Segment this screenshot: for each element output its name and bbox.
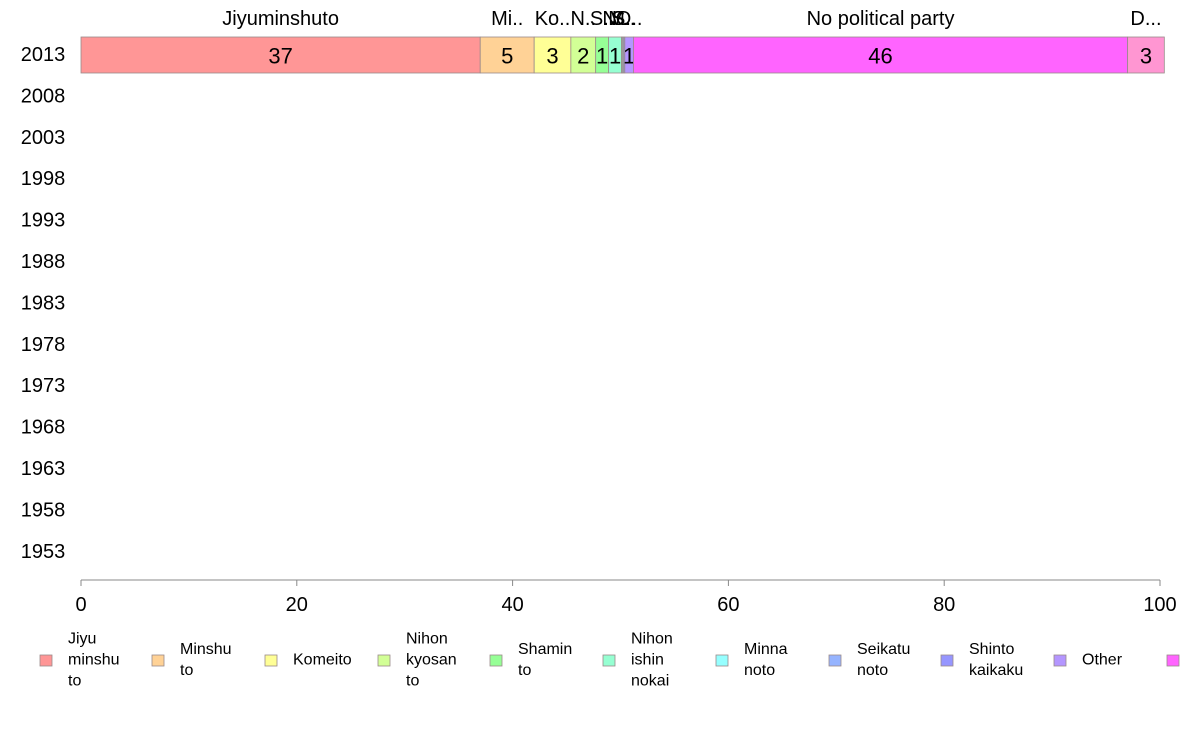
legend-label-3-0: Nihon xyxy=(406,631,448,648)
segment-name-label-0: Jiyuminshuto xyxy=(222,8,339,30)
legend-label-1-1: to xyxy=(180,662,193,679)
category-label-2003: 2003 xyxy=(21,127,66,149)
legend-swatch-1 xyxy=(151,654,165,667)
data-label-2013-1: 5 xyxy=(501,44,513,69)
legend-label-3-2: to xyxy=(406,673,419,690)
legend-label-2-0: Komeito xyxy=(293,652,352,669)
segment-name-label-3: N.. xyxy=(570,8,596,30)
bar-segment-2013-10 xyxy=(633,36,1129,74)
legend-label-6-1: noto xyxy=(744,662,775,679)
category-label-1998: 1998 xyxy=(21,168,66,190)
legend-swatch-5 xyxy=(602,654,616,667)
legend-swatch-9 xyxy=(1053,654,1067,667)
category-label-1983: 1983 xyxy=(21,292,66,314)
category-label-1958: 1958 xyxy=(21,499,66,521)
legend-label-7-1: noto xyxy=(857,662,888,679)
legend-label-4-0: Shamin xyxy=(518,641,572,658)
legend-label-0-1: minshu xyxy=(68,652,120,669)
bar-segment-2013-11 xyxy=(1127,36,1165,74)
legend-label-1-0: Minshu xyxy=(180,641,232,658)
segment-name-label-9: O.. xyxy=(616,8,643,30)
data-label-2013-4: 1 xyxy=(596,44,608,69)
category-label-1978: 1978 xyxy=(21,334,66,356)
legend-label-6-0: Minna xyxy=(744,641,788,658)
data-label-2013-11: 3 xyxy=(1140,44,1152,69)
segment-name-label-5: N.. xyxy=(602,8,628,30)
x-tick-label-40: 40 xyxy=(501,594,523,616)
data-label-2013-0: 37 xyxy=(268,44,292,69)
x-tick-label-60: 60 xyxy=(717,594,739,616)
legend-label-4-1: to xyxy=(518,662,531,679)
data-label-2013-3: 2 xyxy=(577,44,589,69)
category-label-1988: 1988 xyxy=(21,251,66,273)
segment-name-label-7: S.. xyxy=(611,8,635,30)
category-label-1973: 1973 xyxy=(21,375,66,397)
x-tick-label-0: 0 xyxy=(75,594,86,616)
x-tick-label-20: 20 xyxy=(286,594,308,616)
legend-label-7-0: Seikatu xyxy=(857,641,910,658)
segment-name-label-1: Mi.. xyxy=(491,8,523,30)
x-tick-label-100: 100 xyxy=(1143,594,1176,616)
category-label-2008: 2008 xyxy=(21,85,66,107)
legend-label-9-0: Other xyxy=(1082,652,1123,669)
legend-swatch-6 xyxy=(715,654,729,667)
legend-label-0-2: to xyxy=(68,673,81,690)
segment-name-label-10: No political party xyxy=(807,8,955,30)
data-label-2013-2: 3 xyxy=(546,44,558,69)
data-label-2013-9: 1 xyxy=(623,44,635,69)
legend-swatch-2 xyxy=(264,654,278,667)
data-label-2013-5: 1 xyxy=(609,44,621,69)
legend-label-8-0: Shinto xyxy=(969,641,1014,658)
category-label-1953: 1953 xyxy=(21,541,66,563)
legend-label-5-1: ishin xyxy=(631,652,664,669)
category-label-1968: 1968 xyxy=(21,417,66,439)
category-label-1993: 1993 xyxy=(21,210,66,232)
category-label-1963: 1963 xyxy=(21,458,66,480)
category-label-2013: 2013 xyxy=(21,44,66,66)
segment-name-label-4: S.. xyxy=(590,8,614,30)
legend-label-0-0: Jiyu xyxy=(68,631,96,648)
bar-segment-2013-1 xyxy=(479,36,535,74)
segment-name-label-11: D... xyxy=(1130,8,1161,30)
legend-label-8-1: kaikaku xyxy=(969,662,1023,679)
bar-segment-2013-2 xyxy=(533,36,572,74)
legend-swatch-10 xyxy=(1166,654,1180,667)
segment-name-label-2: Ko.. xyxy=(535,8,571,30)
legend-swatch-0 xyxy=(39,654,53,667)
legend-label-5-2: nokai xyxy=(631,673,669,690)
legend-label-3-1: kyosan xyxy=(406,652,457,669)
data-label-2013-10: 46 xyxy=(868,44,892,69)
segment-name-label-6: M.. xyxy=(608,8,636,30)
legend-swatch-8 xyxy=(940,654,954,667)
legend-swatch-7 xyxy=(828,654,842,667)
bar-segment-2013-0 xyxy=(80,36,481,74)
legend-swatch-4 xyxy=(489,654,503,667)
segment-name-label-8: S.. xyxy=(612,8,636,30)
legend-label-5-0: Nihon xyxy=(631,631,673,648)
x-tick-label-80: 80 xyxy=(933,594,955,616)
legend-swatch-3 xyxy=(377,654,391,667)
